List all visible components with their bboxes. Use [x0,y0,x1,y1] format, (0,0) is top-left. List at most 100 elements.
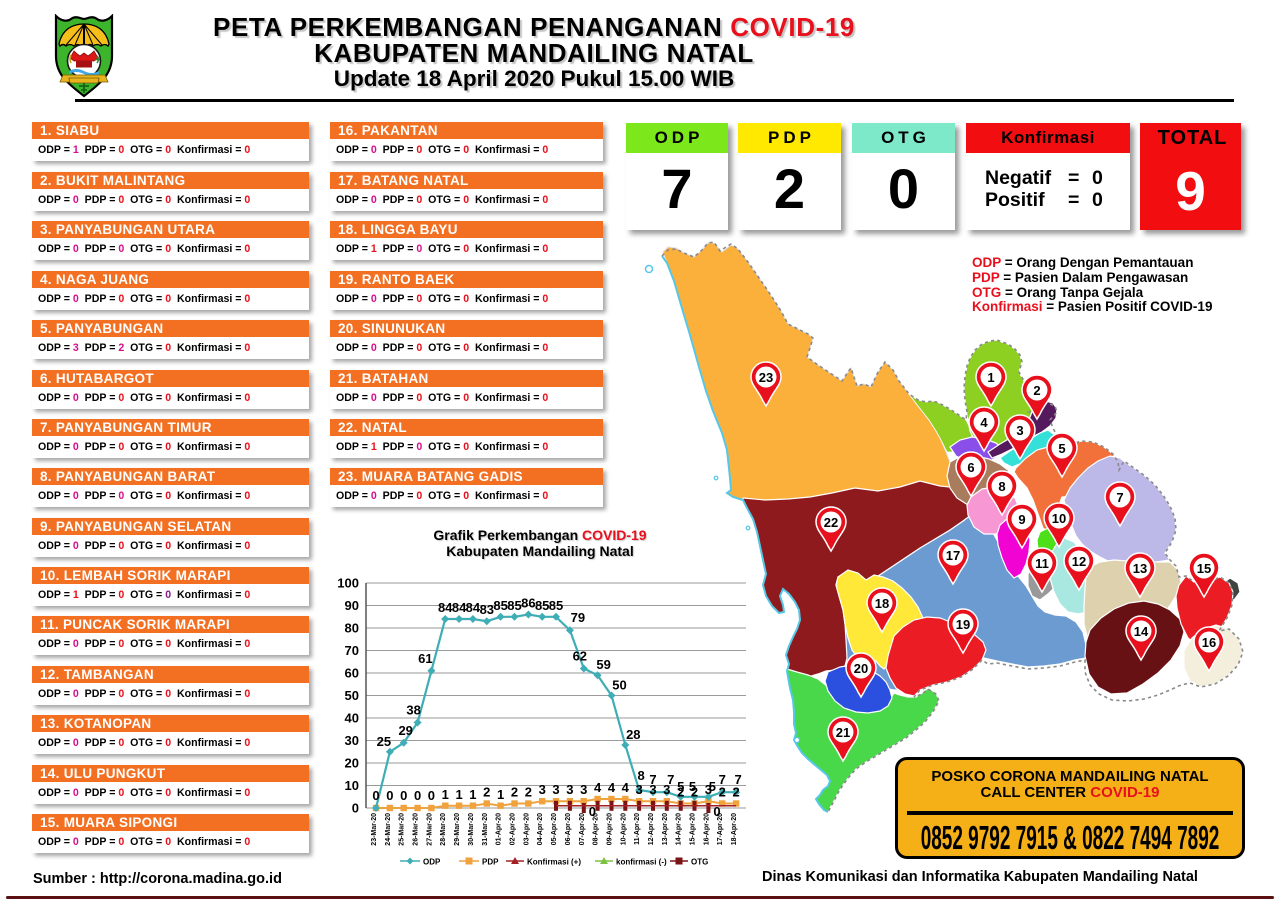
svg-text:23-Mar-20: 23-Mar-20 [371,813,378,846]
svg-text:14-Apr-20: 14-Apr-20 [676,813,683,845]
svg-text:25-Mar-20: 25-Mar-20 [399,813,406,846]
svg-text:100: 100 [337,576,359,591]
svg-text:2: 2 [1033,383,1040,398]
svg-text:11: 11 [1035,556,1049,571]
svg-text:2: 2 [677,785,684,800]
svg-text:3: 3 [539,782,546,797]
svg-text:60: 60 [345,666,359,681]
svg-text:2: 2 [691,785,698,800]
svg-text:0: 0 [386,788,393,803]
svg-text:8: 8 [998,479,1005,494]
svg-text:84: 84 [466,600,481,615]
svg-text:3: 3 [580,782,587,797]
svg-text:07-Apr-20: 07-Apr-20 [579,813,586,845]
svg-text:1: 1 [469,787,476,802]
svg-text:13: 13 [1133,561,1147,576]
svg-text:7: 7 [649,772,656,787]
svg-text:4: 4 [608,780,616,795]
svg-text:13-Apr-20: 13-Apr-20 [662,813,669,845]
svg-text:04-Apr-20: 04-Apr-20 [537,813,544,845]
svg-text:01-Apr-20: 01-Apr-20 [496,813,503,845]
svg-text:0: 0 [372,788,379,803]
svg-text:29: 29 [398,723,412,738]
svg-text:85: 85 [493,598,507,613]
svg-text:85: 85 [549,598,563,613]
svg-text:50: 50 [345,688,359,703]
svg-text:85: 85 [535,598,549,613]
svg-text:14: 14 [1134,624,1149,639]
svg-text:5: 5 [677,779,684,794]
svg-text:konfirmasi (-): konfirmasi (-) [616,858,667,867]
svg-text:5: 5 [1058,441,1065,456]
svg-text:18: 18 [875,596,889,611]
svg-text:18-Apr-20: 18-Apr-20 [731,813,738,845]
svg-text:3: 3 [635,782,642,797]
svg-text:25: 25 [377,734,391,749]
svg-text:21: 21 [836,725,850,740]
svg-text:02-Apr-20: 02-Apr-20 [510,813,517,845]
svg-text:11-Apr-20: 11-Apr-20 [634,813,641,845]
svg-text:7: 7 [667,772,674,787]
svg-text:2: 2 [732,785,739,800]
svg-text:85: 85 [507,598,521,613]
svg-text:4: 4 [594,780,602,795]
svg-text:40: 40 [345,711,359,726]
svg-text:30: 30 [345,733,359,748]
svg-text:0: 0 [352,801,359,816]
svg-text:08-Apr-20: 08-Apr-20 [593,813,600,845]
svg-text:0: 0 [414,788,421,803]
svg-text:17-Apr-20: 17-Apr-20 [717,813,724,845]
svg-text:62: 62 [573,649,587,664]
svg-text:7: 7 [1116,490,1123,505]
svg-text:84: 84 [452,600,467,615]
svg-text:38: 38 [406,703,420,718]
svg-text:12-Apr-20: 12-Apr-20 [648,813,655,845]
svg-text:PDP: PDP [482,858,499,867]
svg-text:2: 2 [525,785,532,800]
svg-text:0: 0 [713,804,720,819]
svg-text:27-Mar-20: 27-Mar-20 [426,813,433,846]
svg-text:2: 2 [483,785,490,800]
svg-text:1: 1 [455,787,462,802]
svg-text:3: 3 [649,782,656,797]
svg-text:7: 7 [719,772,726,787]
svg-text:80: 80 [345,621,359,636]
svg-text:8: 8 [637,768,644,783]
svg-text:0: 0 [589,804,596,819]
svg-text:50: 50 [612,678,626,693]
svg-text:06-Apr-20: 06-Apr-20 [565,813,572,845]
svg-text:OTG: OTG [691,858,708,867]
svg-text:3: 3 [552,782,559,797]
svg-text:90: 90 [345,598,359,613]
svg-text:1: 1 [987,370,994,385]
svg-text:30-Mar-20: 30-Mar-20 [468,813,475,846]
svg-text:29-Mar-20: 29-Mar-20 [454,813,461,846]
svg-text:59: 59 [596,657,610,672]
svg-text:3: 3 [566,782,573,797]
svg-text:19: 19 [956,617,970,632]
svg-text:20: 20 [345,756,359,771]
svg-text:5: 5 [689,779,696,794]
svg-text:10: 10 [1052,511,1066,526]
svg-text:79: 79 [571,610,585,625]
svg-text:24-Mar-20: 24-Mar-20 [385,813,392,846]
svg-text:26-Mar-20: 26-Mar-20 [413,813,420,846]
svg-text:4: 4 [622,780,630,795]
svg-text:1: 1 [497,787,504,802]
svg-text:20: 20 [854,661,868,676]
svg-text:3: 3 [1016,423,1023,438]
svg-text:1: 1 [442,787,449,802]
svg-text:15-Apr-20: 15-Apr-20 [690,813,697,845]
svg-text:22: 22 [824,515,838,530]
svg-text:70: 70 [345,643,359,658]
svg-text:10-Apr-20: 10-Apr-20 [620,813,627,845]
svg-text:84: 84 [438,600,453,615]
svg-text:23: 23 [759,370,773,385]
svg-text:12: 12 [1072,554,1086,569]
svg-text:31-Mar-20: 31-Mar-20 [482,813,489,846]
svg-text:9: 9 [1018,512,1025,527]
svg-text:7: 7 [734,772,741,787]
svg-text:28: 28 [626,727,640,742]
svg-text:4: 4 [980,415,988,430]
svg-text:Konfirmasi (+): Konfirmasi (+) [527,858,581,867]
